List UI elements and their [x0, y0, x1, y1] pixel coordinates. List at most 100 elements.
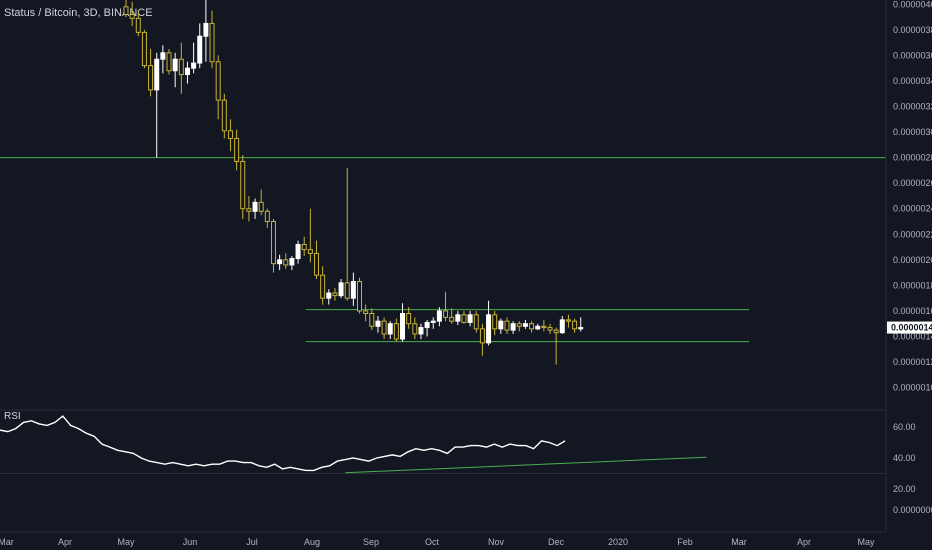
price-tick-label: 0.00000400	[893, 0, 932, 9]
candle	[166, 49, 172, 75]
time-tick-label: May	[857, 537, 875, 547]
candle	[363, 304, 369, 322]
candle	[148, 49, 154, 97]
candle	[141, 29, 147, 69]
candle	[264, 208, 270, 228]
price-tick-label: 0.00000300	[893, 127, 932, 137]
candle	[129, 1, 135, 26]
time-tick-label: Apr	[58, 537, 72, 547]
current-price-tag: 0.00000147	[887, 321, 932, 334]
price-tick-label: 0.00000200	[893, 255, 932, 265]
price-tick-label: 0.00000140	[893, 332, 932, 342]
candle	[369, 308, 375, 331]
candle	[320, 266, 326, 305]
candle	[240, 155, 246, 219]
price-tick-label: 0.00000000	[893, 505, 932, 515]
candle	[197, 23, 203, 69]
time-tick-label: 2020	[608, 537, 628, 547]
price-tick-label: 0.00000260	[893, 178, 932, 188]
price-tag-bg	[887, 321, 932, 334]
rsi-line	[0, 415, 566, 472]
candle	[135, 10, 141, 37]
candle	[504, 317, 510, 334]
chart-title: Status / Bitcoin, 3D, BINANCE	[4, 7, 153, 19]
candle	[565, 314, 571, 328]
candle	[522, 319, 528, 329]
candle	[209, 10, 215, 69]
candle	[326, 289, 332, 305]
candle	[572, 318, 578, 333]
candle	[418, 323, 424, 340]
price-tick-label: 0.00000320	[893, 102, 932, 112]
candle	[455, 310, 461, 325]
rsi-tick-label: 40.00	[893, 453, 916, 463]
candle	[344, 167, 350, 301]
candle	[461, 310, 467, 324]
candle	[467, 310, 473, 327]
candle	[498, 318, 504, 334]
candle	[307, 208, 313, 263]
candle	[252, 198, 258, 219]
candle	[357, 277, 363, 314]
candle	[295, 240, 301, 264]
candle	[479, 323, 485, 356]
rsi-tick-label: 20.00	[893, 484, 916, 494]
rsi-panel: 60.00 40.00 20.00	[0, 0, 916, 533]
candle	[516, 321, 522, 332]
price-tick-label: 0.00000120	[893, 357, 932, 367]
price-tick-label: 0.00000160	[893, 306, 932, 316]
candle	[443, 291, 449, 322]
candle	[289, 256, 295, 271]
candle	[332, 287, 338, 301]
time-tick-label: Jul	[246, 537, 258, 547]
candle	[313, 240, 319, 279]
candle	[541, 319, 547, 332]
time-tick-label: Aug	[304, 537, 320, 547]
price-tick-label: 0.00000280	[893, 153, 932, 163]
price-tick-label: 0.00000340	[893, 76, 932, 86]
time-tick-label: May	[117, 537, 135, 547]
candle	[350, 272, 356, 306]
candle	[191, 42, 197, 74]
candle	[154, 52, 160, 158]
horizontal-levels	[0, 157, 886, 343]
candle	[406, 307, 412, 329]
candle	[123, 0, 129, 18]
time-tick-label: Nov	[488, 537, 505, 547]
candle	[227, 119, 233, 152]
candle	[375, 316, 381, 333]
candle	[535, 323, 541, 331]
rsi-support-line[interactable]	[345, 456, 707, 474]
time-axis: Mar Apr May Jun Jul Aug Sep Oct Nov Dec 2020 Feb Mar…	[0, 505, 932, 547]
candle	[178, 42, 184, 94]
candle	[553, 327, 559, 365]
candle	[449, 308, 455, 324]
candle	[547, 323, 553, 334]
time-tick-label: Dec	[548, 537, 565, 547]
time-tick-label: Feb	[677, 537, 693, 547]
candle	[424, 319, 430, 337]
price-axis: 0.00000400 0.00000380 0.00000360 0.00000340…	[893, 0, 932, 393]
current-price-text: 0.00000147	[891, 323, 932, 333]
price-tick-label: 0.00000220	[893, 229, 932, 239]
rsi-tick-label: 60.00	[893, 422, 916, 432]
candle	[234, 129, 240, 171]
price-tick-label: 0.00000380	[893, 25, 932, 35]
candle	[215, 55, 221, 120]
candle	[529, 321, 535, 333]
candle	[172, 52, 178, 88]
price-tick-label: 0.00000100	[893, 383, 932, 393]
candles	[123, 0, 584, 365]
candle	[473, 310, 479, 333]
candle	[559, 316, 565, 334]
candle	[277, 254, 283, 271]
candle	[246, 195, 252, 222]
candle	[283, 253, 289, 269]
time-tick-label: Oct	[425, 537, 440, 547]
time-tick-label: Mar	[0, 537, 14, 547]
candle	[258, 189, 264, 216]
time-tick-label: Sep	[363, 537, 379, 547]
candle	[492, 310, 498, 336]
candle	[412, 317, 418, 340]
